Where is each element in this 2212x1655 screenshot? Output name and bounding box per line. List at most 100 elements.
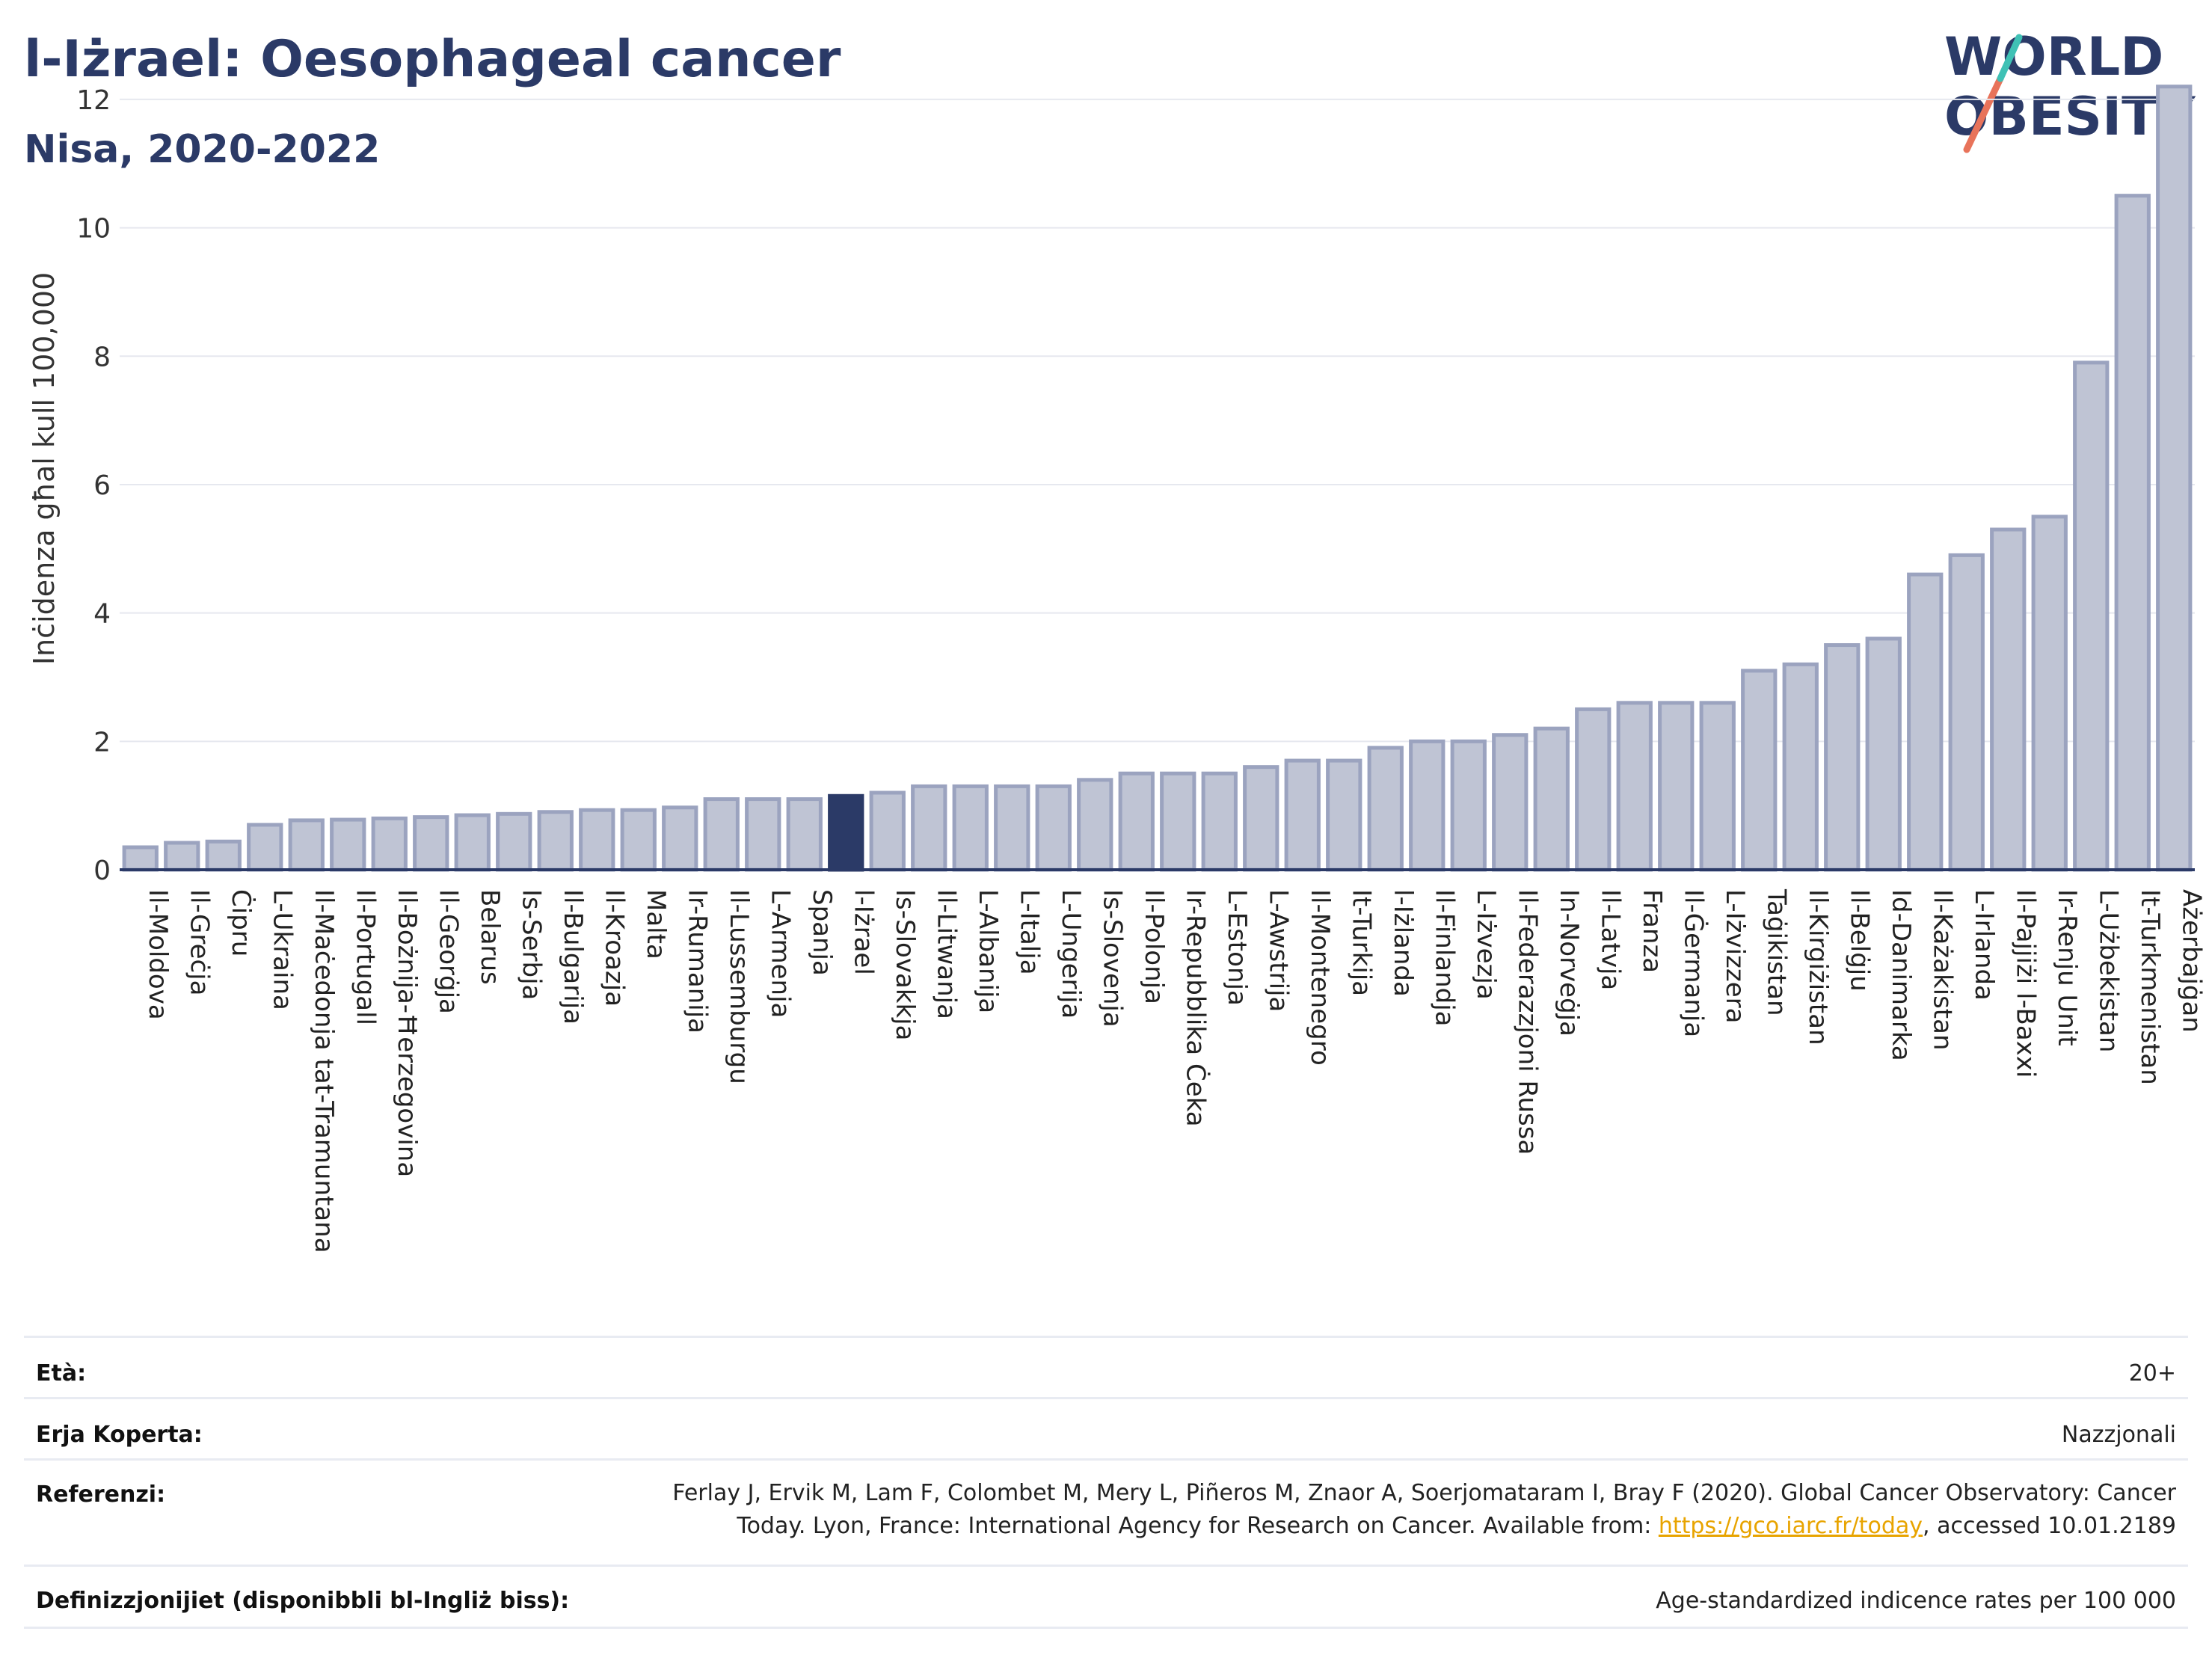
x-tick-label: Il-Bożnija-Ħerzegovina [392,889,422,1177]
x-tick-label: l-Iżlanda [1388,889,1418,997]
bar [1118,771,1155,872]
x-tick-label: l-Iżrael [848,889,878,975]
bar [2114,194,2151,872]
x-tick-label: Il-Belġju [1844,889,1874,992]
page-subtitle: Nisa, 2020-2022 [24,127,381,172]
x-tick-label: Il-Finlandja [1429,889,1459,1027]
bar [2031,515,2068,872]
bar [330,817,366,872]
x-tick-label: L-Ukraina [267,889,297,1010]
references-accessed: , accessed 10.01.2189 [1923,1513,2176,1539]
bar [745,797,781,872]
age-label: Età: [36,1360,87,1387]
x-tick-label: Id-Danimarka [1886,889,1916,1061]
x-tick-label: It-Turkmenistan [2135,889,2165,1085]
area-value: Nazzjonali [2061,1422,2176,1448]
age-value: 20+ [2128,1360,2176,1387]
x-tick-label: Spanja [807,889,837,976]
bar [1367,746,1404,872]
bar [1616,701,1653,872]
bar [952,784,989,872]
x-tick-label: L-Użbekistan [2093,889,2123,1052]
x-tick-label: L-Awstrija [1263,889,1293,1012]
y-tick-label: 2 [93,727,111,758]
bar [496,811,532,872]
bar [164,841,200,872]
bar [1658,701,1695,872]
bar [205,839,242,872]
bar [1824,643,1861,872]
definitions-value: Age-standardized indicence rates per 100… [1656,1588,2176,1614]
x-tick-label: Il-Greċja [184,889,214,995]
bar [1741,669,1778,872]
bar [288,818,325,872]
x-tick-label: L-Estonja [1222,889,1252,1006]
x-tick-label: Il-Litwanja [931,889,961,1019]
bar [1575,707,1612,872]
definitions-label: Definizzjonijiet (disponibbli bl-Ingliż … [36,1588,570,1614]
bar [1077,778,1113,872]
bar [994,784,1030,872]
references-citation: Ferlay J, Ervik M, Lam F, Colombet M, Me… [672,1480,2176,1539]
bar [537,810,574,872]
x-tick-label: Is-Slovenja [1097,889,1127,1028]
bar [620,808,657,872]
x-tick-label: Is-Slovakkja [890,889,920,1040]
x-tick-label: Belarus [475,889,505,985]
bar [911,784,947,872]
x-tick-label: Il-Latvja [1595,889,1625,990]
x-tick-label: Il-Portugall [350,889,380,1025]
x-tick-label: L-Albanija [973,889,1003,1013]
references-text: Ferlay J, Ervik M, Lam F, Colombet M, Me… [606,1477,2176,1543]
x-tick-label: Il-Federazzjoni Russa [1512,889,1542,1155]
logo-line-2: OBESITY [1944,86,2196,147]
x-tick-label: Il-Lussemburgu [724,889,754,1084]
y-tick-label: 4 [93,599,111,630]
bar [828,793,864,872]
x-tick-label: Il-Polonja [1139,889,1169,1004]
bar [1284,758,1321,872]
x-tick-label: Il-Bulgarija [558,889,588,1025]
x-tick-label: In-Norveġja [1554,889,1584,1037]
bar [247,823,283,872]
logo-slash-red [1963,75,2004,153]
bar [786,797,823,872]
bar [413,815,449,872]
world-obesity-logo: WORLD OBESITY [1944,26,2196,153]
bar [1699,701,1736,872]
references-link[interactable]: https://gco.iarc.fr/today [1658,1513,1923,1539]
x-tick-label: Taġikistan [1761,888,1791,1016]
bar [1533,726,1570,872]
bar [869,790,906,872]
x-tick-label: Ċipru [226,889,256,957]
x-tick-label: L-Irlanda [1969,889,1999,1001]
bar [1865,636,1902,872]
x-tick-label: Franza [1637,889,1667,973]
x-tick-label: Malta [641,889,671,959]
bar [1450,739,1487,872]
x-tick-label: It-Turkija [1346,889,1376,996]
x-tick-label: Ir-Repubblika Ċeka [1180,889,1211,1127]
bar [122,845,159,872]
footer-row-references: Referenzi: Ferlay J, Ervik M, Lam F, Col… [24,1458,2188,1565]
x-tick-label: L-Iżvezja [1471,889,1501,1000]
x-tick-label: L-Armenja [765,889,795,1018]
bar [1782,662,1819,872]
x-tick-label: Il-Pajjiżi l-Baxxi [2010,889,2040,1078]
bar [1243,765,1279,872]
x-tick-label: Il-Maċedonja tat-Tramuntana [309,889,339,1253]
bar [2156,85,2193,872]
bar [1907,572,1944,872]
x-tick-label: Il-Ġermanja [1678,889,1709,1037]
logo-slash-teal [1997,34,2023,82]
y-tick-label: 12 [76,85,111,116]
x-tick-label: L-Ungerija [1056,889,1086,1019]
y-tick-label: 10 [76,214,111,245]
x-tick-label: Ir-Rumanija [682,889,712,1034]
bar [454,813,491,872]
x-tick-label: Ir-Renju Unit [2052,889,2082,1046]
bar-chart: 0 2 4 6 8 10 12 Inċidenza għal kull 100,000 Il-M… [28,85,2206,1253]
y-tick-label: 0 [93,856,111,886]
x-tick-label: Il-Każakistan [1927,889,1957,1051]
bar [1201,771,1238,872]
